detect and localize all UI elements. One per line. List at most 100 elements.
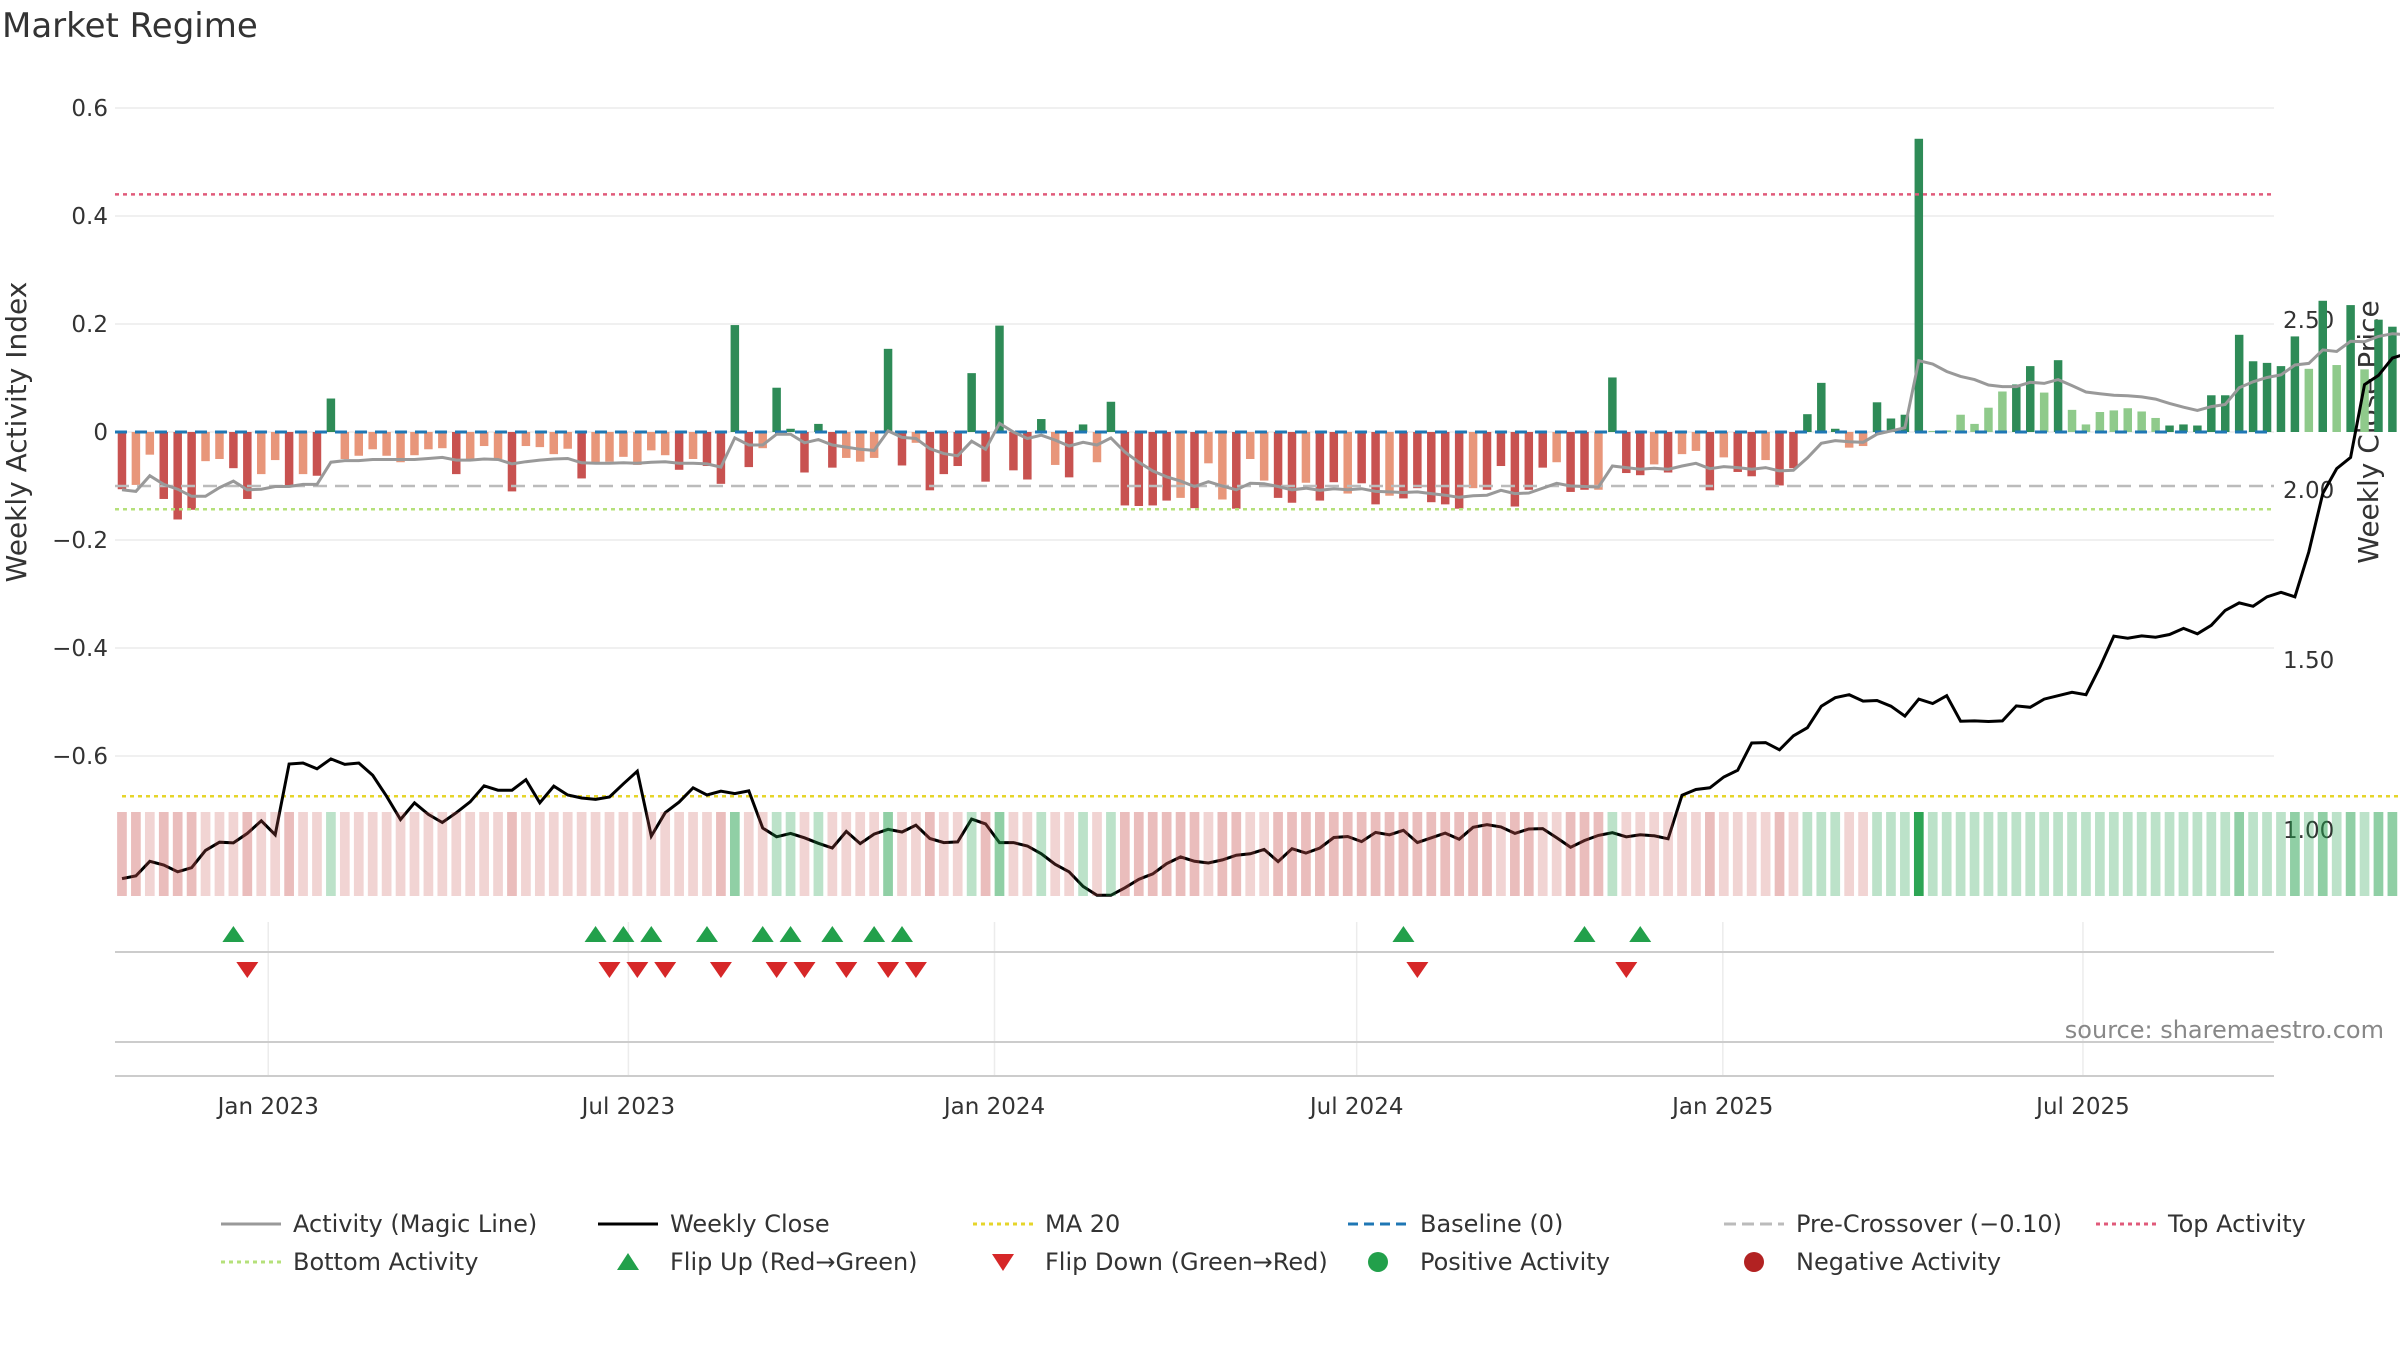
activity-bar — [2151, 417, 2160, 432]
flip-down-marker — [877, 962, 900, 978]
activity-bar — [452, 432, 461, 475]
flip-up-marker — [863, 926, 886, 942]
source-note: source: sharemaestro.com — [2064, 1016, 2384, 1044]
regime-strip-cell — [2387, 812, 2398, 896]
regime-strip-cell — [1774, 812, 1785, 896]
regime-strip-cell — [256, 812, 267, 896]
flip-up-marker — [584, 926, 607, 942]
activity-bar — [1830, 428, 1840, 432]
activity-bar — [660, 432, 670, 456]
activity-bar — [716, 432, 726, 484]
regime-strip-cell — [1147, 812, 1158, 896]
activity-bar — [1635, 432, 1645, 476]
regime-strip-cell — [1872, 812, 1882, 896]
regime-strip-cell — [1008, 812, 1019, 896]
regime-strip-cell — [646, 812, 657, 896]
flip-down-marker — [793, 962, 816, 978]
activity-bar — [1399, 432, 1408, 499]
activity-bar — [869, 432, 879, 458]
regime-strip-cell — [1593, 812, 1604, 896]
regime-strip-cell — [1830, 812, 1841, 896]
flip-up-marker — [1392, 926, 1415, 942]
activity-bar — [1552, 432, 1561, 463]
activity-bar — [1440, 432, 1450, 505]
regime-strip-cell — [1064, 812, 1074, 896]
activity-bar — [201, 432, 210, 462]
x-tick-label: Jul 2025 — [2034, 1094, 2130, 1120]
regime-strip-cell — [1607, 812, 1618, 896]
activity-bar — [1357, 432, 1366, 484]
magic-line — [121, 332, 2400, 499]
activity-bar — [855, 432, 865, 462]
regime-strip-cell — [367, 812, 378, 896]
regime-strip-cell — [339, 812, 350, 896]
activity-bar — [1329, 432, 1339, 483]
activity-bar — [1315, 432, 1325, 501]
activity-bar — [1538, 432, 1547, 468]
regime-strip-cell — [2192, 812, 2203, 896]
flip-up-marker — [779, 926, 802, 942]
regime-strip-cell — [326, 812, 336, 896]
activity-bar — [2248, 361, 2258, 432]
regime-strip-cell — [716, 812, 726, 896]
activity-bar — [284, 432, 294, 487]
activity-bar — [828, 432, 837, 468]
flip-up-marker — [890, 926, 913, 942]
flip-up-marker — [751, 926, 774, 942]
regime-strip-cell — [1259, 812, 1269, 896]
activity-bar — [1928, 430, 1937, 432]
activity-bar — [744, 432, 754, 468]
activity-bar — [298, 432, 308, 475]
regime-strip-cell — [1301, 812, 1311, 896]
activity-bar — [1064, 432, 1074, 478]
activity-bar — [563, 432, 572, 449]
regime-strip-cell — [437, 812, 448, 896]
regime-strip-cell — [2053, 812, 2063, 896]
activity-bar — [1134, 432, 1144, 506]
regime-strip-cell — [423, 812, 434, 896]
legend-swatch — [617, 1253, 639, 1270]
activity-bar — [1301, 432, 1311, 483]
activity-bar — [117, 432, 127, 490]
flip-up-marker — [640, 926, 663, 942]
y-left-axis-title: Weekly Activity Index — [0, 282, 33, 583]
regime-strip-cell — [1844, 812, 1855, 896]
regime-strip-cell — [1454, 812, 1465, 896]
activity-bar — [2193, 425, 2202, 432]
activity-bar — [549, 432, 559, 455]
flip-down-marker — [654, 962, 677, 978]
regime-strip-cell — [1175, 812, 1186, 896]
activity-bar — [1719, 432, 1729, 458]
regime-strip-cell — [2011, 812, 2022, 896]
regime-strip-cell — [1217, 812, 1228, 896]
activity-bar — [995, 325, 1004, 432]
legend-label: Weekly Close — [670, 1210, 830, 1238]
regime-strip-cell — [1426, 812, 1437, 896]
activity-bar — [1817, 382, 1826, 432]
flip-up-marker — [222, 926, 245, 942]
regime-strip-cell — [381, 812, 392, 896]
regime-strip-cell — [855, 812, 866, 896]
regime-strip-cell — [2067, 812, 2077, 896]
regime-strip-cell — [2150, 812, 2161, 896]
regime-strip-cell — [1691, 812, 1701, 896]
regime-strip-cell — [813, 812, 824, 896]
regime-strip-cell — [521, 812, 531, 896]
regime-strip-cell — [1092, 812, 1102, 896]
regime-strip-cell — [158, 812, 169, 896]
y-left-tick-label: −0.4 — [52, 636, 108, 662]
flip-down-marker — [1406, 962, 1429, 978]
y-left-tick-label: −0.6 — [52, 744, 108, 770]
activity-bar — [633, 432, 642, 465]
x-tick-label: Jul 2023 — [580, 1094, 676, 1120]
regime-strip-cell — [479, 812, 489, 896]
regime-strip-cell — [214, 812, 225, 896]
activity-bar — [1844, 432, 1854, 448]
activity-bar — [1190, 432, 1199, 509]
activity-bar — [2346, 305, 2355, 432]
regime-strip-cell — [144, 812, 155, 896]
activity-bar — [674, 432, 684, 470]
activity-bar — [1649, 432, 1659, 465]
activity-bar — [270, 432, 280, 461]
